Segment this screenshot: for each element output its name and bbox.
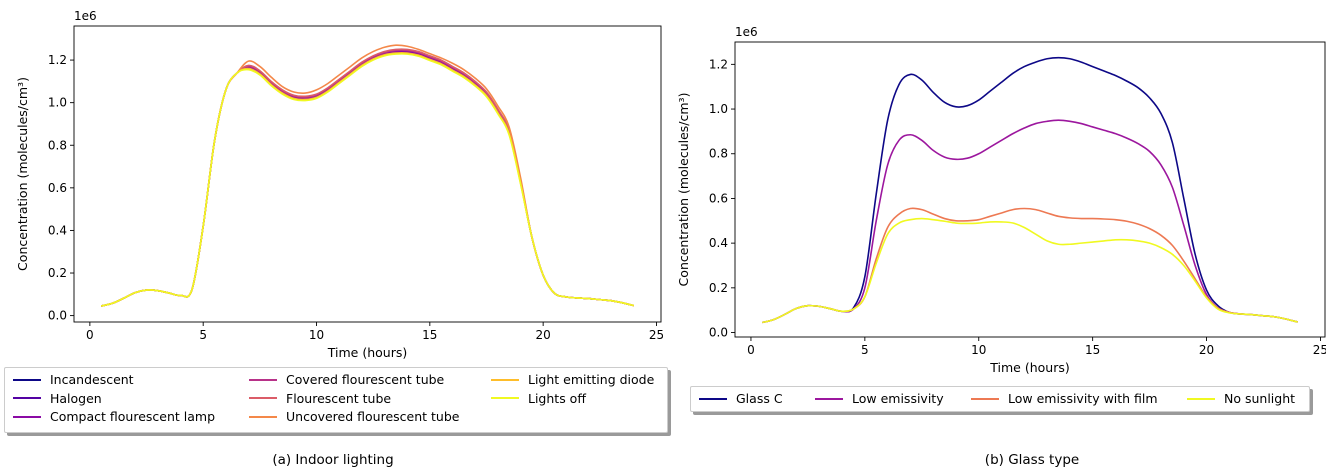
- legend-item: Light emitting diode: [491, 372, 654, 387]
- y-tick-label: 1.2: [48, 53, 67, 67]
- legend-label: Covered flourescent tube: [286, 372, 445, 387]
- series-line: [762, 56, 1298, 324]
- y-tick-label: 0.4: [709, 236, 728, 250]
- y-scale-label: 1e6: [74, 9, 97, 23]
- series-line: [101, 52, 634, 307]
- y-tick-label: 1.2: [709, 57, 728, 71]
- legend-item: Uncovered flourescent tube: [249, 409, 459, 424]
- legend-label: Compact flourescent lamp: [50, 409, 216, 424]
- legend-label: Low emissivity: [852, 391, 944, 406]
- legend-swatch: [13, 378, 41, 381]
- y-tick-label: 0.6: [709, 191, 728, 205]
- y-tick-label: 0.6: [48, 181, 67, 195]
- chart-indoor-lighting: 0 5 10 15 20 25 0.0 0.2 0.4 0.6 0.8 1.0 1.2 1e6 Time (…: [15, 9, 663, 360]
- y-tick-label: 1.0: [709, 102, 728, 116]
- legend-swatch: [1187, 397, 1215, 400]
- legend-swatch: [815, 397, 843, 400]
- x-tick-label: 25: [649, 328, 663, 342]
- plot-area: 0 5 10 15 20 25 0.0 0.2 0.4 0.6 0.8 1.0 1.2 1e6 Time (…: [676, 25, 1326, 375]
- x-tick-label: 10: [309, 328, 324, 342]
- legend-swatch: [491, 397, 519, 399]
- legend-indoor-lighting: Incandescent Halogen Compact flourescent l…: [4, 367, 668, 433]
- y-axis-label: Concentration (molecules/cm³): [676, 93, 691, 287]
- x-tick-label: 10: [971, 343, 986, 357]
- legend-swatch: [249, 378, 277, 381]
- series-line: [101, 53, 634, 307]
- x-axis-label: Time (hours): [989, 360, 1069, 375]
- x-tick-label: 5: [861, 343, 869, 357]
- y-tick-label: 0.2: [709, 281, 728, 295]
- y-tick-label: 0.0: [48, 309, 67, 323]
- series-line: [101, 49, 634, 307]
- axes-frame: [734, 41, 1326, 338]
- y-axis-label: Concentration (molecules/cm³): [15, 77, 30, 271]
- legend-item: Lights off: [491, 391, 586, 406]
- x-axis-label: Time (hours): [327, 345, 407, 360]
- y-tick-label: 1.0: [48, 96, 67, 110]
- legend-label: Incandescent: [50, 372, 134, 387]
- y-tick-label: 0.8: [48, 138, 67, 152]
- legend-glass-type: Glass C Low emissivity Low emissivity with…: [690, 386, 1310, 412]
- x-tick-label: 0: [747, 343, 755, 357]
- x-tick-label: 5: [199, 328, 207, 342]
- legend-swatch: [13, 397, 41, 399]
- y-tick-label: 0.0: [709, 326, 728, 340]
- legend-item: Flourescent tube: [249, 391, 391, 406]
- legend-label: Glass C: [736, 391, 783, 406]
- legend-label: Low emissivity with film: [1008, 391, 1158, 406]
- x-tick-label: 15: [1085, 343, 1100, 357]
- legend-item: No sunlight: [1187, 391, 1295, 406]
- legend-swatch: [249, 397, 277, 399]
- series-line: [101, 50, 634, 307]
- y-scale-label: 1e6: [735, 25, 758, 39]
- legend-label: Uncovered flourescent tube: [286, 409, 460, 424]
- legend-label: Halogen: [50, 390, 102, 406]
- legend-label: Light emitting diode: [528, 372, 655, 387]
- x-tick-label: 15: [422, 328, 437, 342]
- caption-glass-type: (b) Glass type: [984, 452, 1080, 468]
- y-tick-label: 0.2: [48, 266, 67, 280]
- legend-item: Halogen: [13, 391, 102, 406]
- series-line: [101, 51, 634, 307]
- series-line: [101, 44, 634, 307]
- legend-item: Covered flourescent tube: [249, 372, 444, 387]
- caption-indoor-lighting: (a) Indoor lighting: [272, 452, 394, 468]
- y-tick-label: 0.4: [48, 223, 67, 237]
- y-tick-label: 0.8: [709, 147, 728, 161]
- legend-item: Compact flourescent lamp: [13, 409, 215, 424]
- legend-swatch: [491, 378, 519, 381]
- legend-label: No sunlight: [1224, 391, 1296, 406]
- legend-swatch: [699, 397, 727, 400]
- series-line: [101, 48, 634, 307]
- x-tick-label: 0: [86, 328, 94, 342]
- axes-frame: [73, 25, 662, 323]
- legend-item: Low emissivity: [815, 391, 944, 406]
- series-line: [101, 50, 634, 307]
- series-line: [762, 217, 1298, 324]
- legend-swatch: [249, 415, 277, 418]
- legend-label: Lights off: [528, 390, 586, 406]
- x-tick-label: 20: [1199, 343, 1214, 357]
- plot-area: 0 5 10 15 20 25 0.0 0.2 0.4 0.6 0.8 1.0 1.2 1e6 Time (…: [15, 9, 663, 360]
- legend-item: Glass C: [699, 391, 783, 406]
- x-tick-label: 25: [1313, 343, 1326, 357]
- legend-swatch: [971, 397, 999, 400]
- legend-swatch: [13, 415, 41, 418]
- legend-label: Flourescent tube: [286, 390, 392, 406]
- legend-item: Incandescent: [13, 372, 134, 387]
- series-line: [762, 119, 1298, 324]
- chart-glass-type: 0 5 10 15 20 25 0.0 0.2 0.4 0.6 0.8 1.0 1.2 1e6 Time (…: [676, 25, 1326, 375]
- legend-item: Low emissivity with film: [971, 391, 1158, 406]
- x-tick-label: 20: [536, 328, 551, 342]
